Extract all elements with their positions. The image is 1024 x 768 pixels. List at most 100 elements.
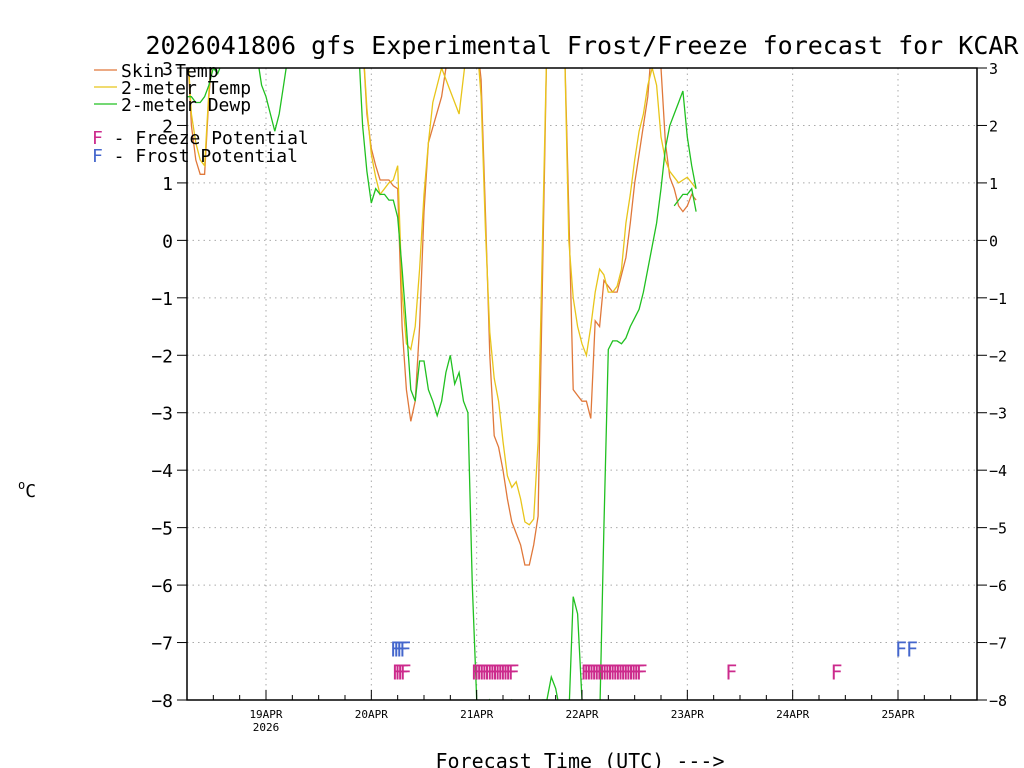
y-tick-label-right: 3 (989, 60, 998, 78)
frost-potential-marker: F (399, 637, 411, 661)
frost-potential-marker: F (393, 637, 405, 661)
freeze-potential-marker: F (473, 660, 485, 684)
series-line-2-meter-dewp (187, 68, 697, 700)
legend-label: Skin Temp (121, 61, 219, 82)
y-tick-label-right: −2 (989, 347, 1007, 365)
chart-title: 2026041806 gfs Experimental Frost/Freeze… (146, 31, 1020, 60)
legend-potential-symbol: F (92, 128, 103, 149)
y-tick-label: −3 (151, 404, 173, 425)
legend-potential-symbol: F (92, 146, 103, 167)
y-tick-label: 0 (162, 231, 173, 252)
freeze-potential-marker: F (479, 660, 491, 684)
freeze-potential-marker: F (586, 660, 598, 684)
y-tick-label-right: −5 (989, 520, 1007, 538)
freeze-potential-marker: F (476, 660, 488, 684)
freeze-potential-marker: F (486, 660, 498, 684)
freeze-potential-marker: F (617, 660, 629, 684)
freeze-potential-marker: F (392, 660, 404, 684)
x-date-sublabel: 2026 (253, 721, 280, 734)
freeze-potential-marker: F (502, 660, 514, 684)
y-axis-label-degree: o (18, 478, 25, 492)
freeze-potential-marker: F (500, 660, 512, 684)
frost-potential-marker: F (895, 637, 907, 661)
freeze-potential-marker: F (489, 660, 501, 684)
x-date-label: 23APR (671, 708, 704, 721)
freeze-potential-marker: F (601, 660, 613, 684)
freeze-potential-marker: F (397, 660, 409, 684)
legend-potential-label: F - Frost Potential (92, 146, 298, 167)
freeze-potential-marker: F (481, 660, 493, 684)
freeze-potential-marker: F (609, 660, 621, 684)
y-tick-label: 1 (162, 174, 173, 195)
freeze-potential-marker: F (625, 660, 637, 684)
freeze-potential-marker: F (471, 660, 483, 684)
series-line-2-meter-dewp-tail- (673, 187, 697, 212)
legend-label: 2-meter Temp (121, 78, 251, 99)
freeze-potential-marker: F (831, 660, 843, 684)
y-tick-label-right: −1 (989, 290, 1007, 308)
axis-ticks: 3 3 2 2 1 1 0 0 −1 −1 −2 −2 −3 −3 −4 −4 −5 −5 −6 −6 −7 −7 −8 −8… (151, 59, 1007, 734)
y-tick-label: 3 (162, 59, 173, 80)
series-line-skin-temp (187, 68, 697, 566)
freeze-potential-marker: F (508, 660, 520, 684)
y-tick-label-right: 0 (989, 232, 998, 250)
freeze-potential-marker: F (400, 660, 412, 684)
y-tick-label: −8 (151, 691, 173, 712)
y-tick-label-right: −4 (989, 462, 1007, 480)
x-date-label: 20APR (355, 708, 388, 721)
y-tick-label-right: 2 (989, 117, 998, 135)
freeze-potential-marker: F (612, 660, 624, 684)
y-axis-label-unit: C (25, 481, 36, 502)
freeze-potential-marker: F (599, 660, 611, 684)
freeze-potential-marker: F (636, 660, 648, 684)
frost-potential-marker: F (396, 637, 408, 661)
freeze-potential-marker: F (394, 660, 406, 684)
freeze-potential-marker: F (725, 660, 737, 684)
freeze-potential-marker: F (580, 660, 592, 684)
freeze-potential-marker: F (596, 660, 608, 684)
freeze-potential-marker: F (594, 660, 606, 684)
y-tick-label: −1 (151, 289, 173, 310)
y-tick-label: −5 (151, 519, 173, 540)
y-tick-label-right: −7 (989, 635, 1007, 653)
y-tick-label: −4 (151, 461, 173, 482)
y-tick-label-right: −3 (989, 405, 1007, 423)
legend-potential-text: - Freeze Potential (103, 128, 309, 149)
freeze-potential-marker: F (588, 660, 600, 684)
y-axis-label: oC (18, 478, 36, 502)
freeze-potential-marker: F (630, 660, 642, 684)
x-date-label: 22APR (565, 708, 598, 721)
freeze-potential-marker: F (633, 660, 645, 684)
y-tick-label: −7 (151, 634, 173, 655)
series-lines (187, 68, 697, 700)
y-tick-label-right: −6 (989, 577, 1007, 595)
freeze-potential-marker: F (492, 660, 504, 684)
freeze-potential-marker: F (628, 660, 640, 684)
y-tick-label-right: 1 (989, 175, 998, 193)
freeze-potential-marker: F (484, 660, 496, 684)
freeze-potential-marker: F (497, 660, 509, 684)
freeze-potential-marker: F (622, 660, 634, 684)
freeze-potential-marker: F (615, 660, 627, 684)
x-date-label: 21APR (460, 708, 493, 721)
series-line-2-meter-temp (188, 68, 697, 526)
freeze-potential-marker: F (583, 660, 595, 684)
x-axis-label: Forecast Time (UTC) ---> (436, 749, 725, 768)
y-tick-label-right: −8 (989, 692, 1007, 710)
frost-potential-marker: F (906, 637, 918, 661)
legend-potential-label: F - Freeze Potential (92, 128, 309, 149)
freeze-potential-marker: F (494, 660, 506, 684)
legend-potential-text: - Frost Potential (103, 146, 298, 167)
y-tick-label: −6 (151, 576, 173, 597)
gridlines (187, 68, 977, 700)
freeze-potential-marker: F (604, 660, 616, 684)
x-date-label: 25APR (881, 708, 914, 721)
y-tick-label: −2 (151, 346, 173, 367)
freeze-potential-marker: F (607, 660, 619, 684)
x-date-label: 24APR (776, 708, 809, 721)
freeze-potential-marker: F (591, 660, 603, 684)
frost-potential-marker: F (390, 637, 402, 661)
